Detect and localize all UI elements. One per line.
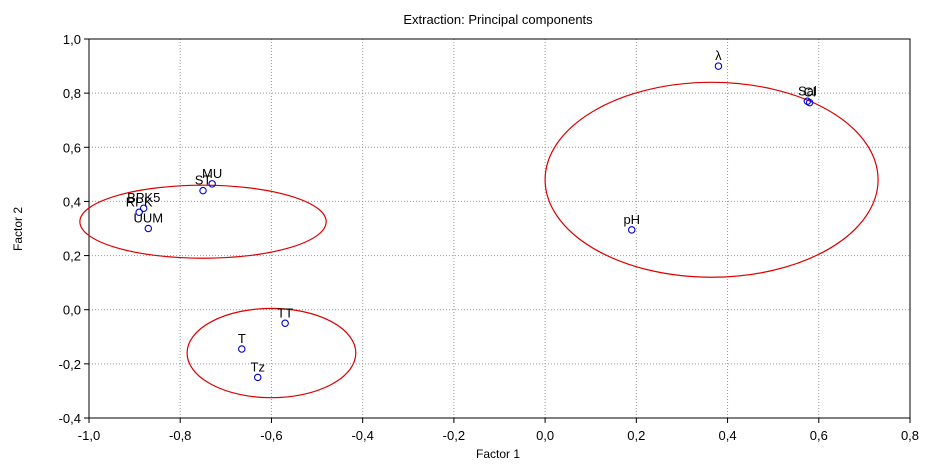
y-tick-label: -0,4 — [59, 411, 81, 426]
point-label: Cl — [804, 85, 816, 100]
y-tick-label: 0,8 — [63, 86, 81, 101]
y-tick-label: 0,4 — [63, 194, 81, 209]
y-axis-label: Factor 2 — [11, 207, 25, 251]
x-tick-label: -0,6 — [260, 428, 282, 443]
x-tick-label: 0,8 — [901, 428, 919, 443]
x-tick-label: 0,4 — [719, 428, 737, 443]
point-label: pH — [623, 212, 640, 227]
x-tick-label: 0,6 — [810, 428, 828, 443]
grid-lines — [89, 39, 910, 418]
data-point — [254, 373, 262, 382]
point-label: T — [238, 331, 246, 346]
point-label: ST — [195, 173, 212, 188]
y-tick-label: 0,2 — [63, 249, 81, 264]
data-point — [144, 224, 153, 233]
data-point — [238, 345, 246, 353]
data-point — [135, 208, 143, 217]
point-label: TT — [277, 305, 293, 320]
plot-frame — [88, 38, 911, 419]
x-tick-label: -1,0 — [78, 428, 100, 443]
point-label: MU — [202, 166, 222, 181]
y-tick-label: 0,6 — [63, 140, 81, 155]
chart-title: Extraction: Principal components — [403, 12, 593, 27]
point-label: λ — [715, 48, 722, 63]
y-tick-label: 0,0 — [63, 303, 81, 318]
data-point — [714, 62, 723, 70]
data-point — [628, 226, 636, 234]
point-label: UUM — [133, 211, 163, 226]
cluster-ellipse — [544, 81, 879, 278]
x-tick-label: 0,2 — [627, 428, 645, 443]
point-label: Sal — [798, 83, 817, 98]
x-tick-label: 0,0 — [536, 428, 554, 443]
data-point — [805, 98, 814, 107]
point-label: Tz — [251, 359, 265, 374]
cluster-ellipses — [79, 81, 879, 399]
cluster-ellipse — [186, 307, 357, 399]
axis-ticks: -1,0 -0,8 -0,6 -0,4 -0,2 0,0 0,2 0,4 0,6 0,8 1,0 0,… — [59, 32, 919, 443]
data-point — [199, 186, 207, 195]
cluster-ellipse — [79, 184, 327, 259]
data-point — [281, 319, 289, 327]
x-tick-label: -0,4 — [351, 428, 373, 443]
x-tick-label: -0,8 — [169, 428, 191, 443]
data-point — [139, 204, 148, 212]
x-tick-label: -0,2 — [443, 428, 465, 443]
point-label: BPK5 — [127, 190, 160, 205]
point-label: RPK — [126, 194, 153, 209]
y-tick-label: 1,0 — [63, 32, 81, 47]
y-tick-label: -0,2 — [59, 357, 81, 372]
x-axis-label: Factor 1 — [476, 447, 520, 461]
data-point — [208, 180, 216, 188]
